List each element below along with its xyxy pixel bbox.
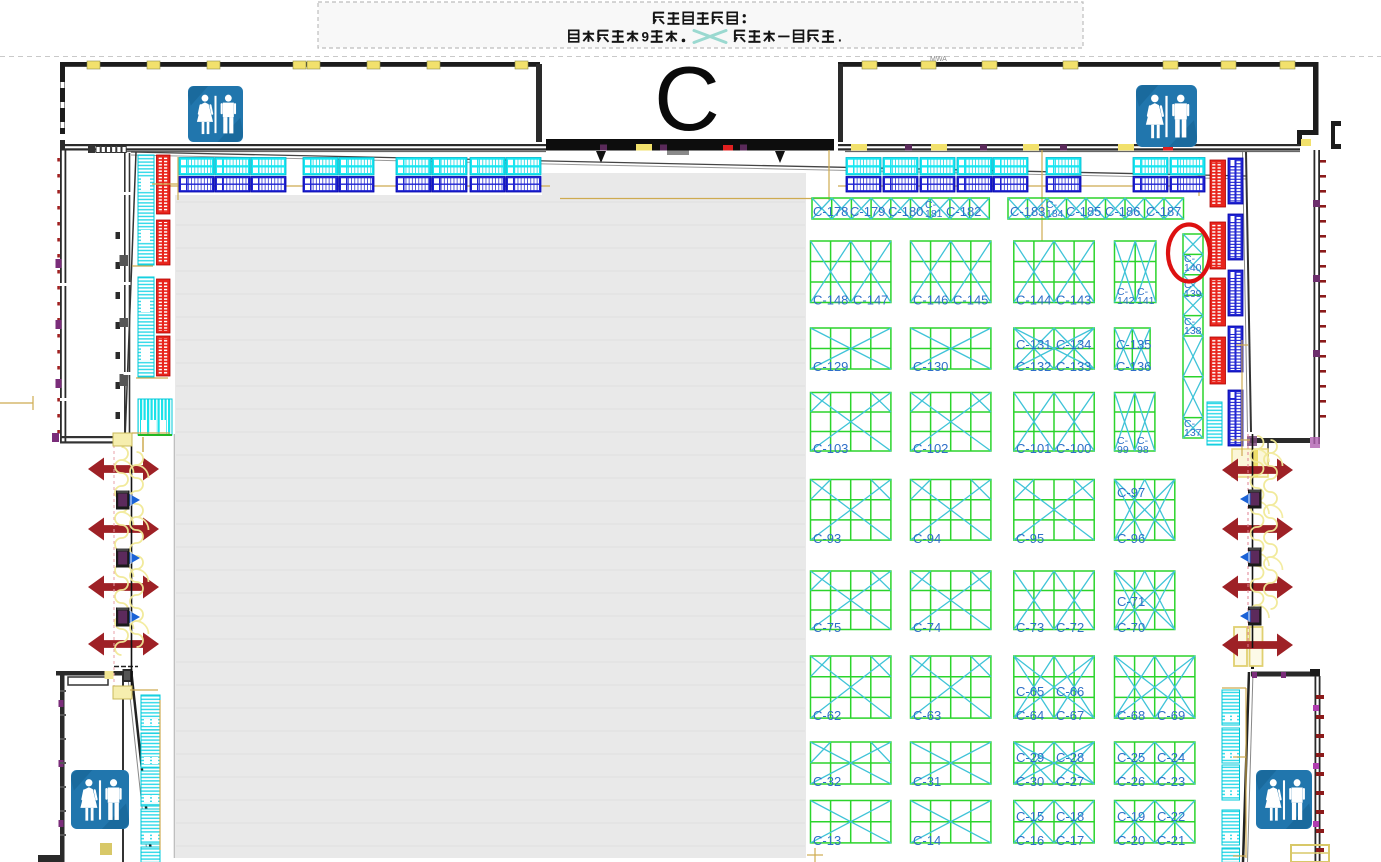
svg-text:181: 181: [925, 208, 943, 220]
svg-text:C-182: C-182: [946, 204, 981, 219]
svg-text:C-186: C-186: [1105, 204, 1140, 219]
svg-text:C-102: C-102: [913, 441, 948, 456]
svg-text:C-: C-: [1117, 435, 1129, 447]
svg-text:C-25: C-25: [1117, 750, 1145, 765]
svg-text:C-18: C-18: [1056, 809, 1084, 824]
svg-text:C-131: C-131: [1016, 337, 1051, 352]
svg-text:C-: C-: [1046, 199, 1058, 211]
svg-text:C-15: C-15: [1016, 809, 1044, 824]
svg-text:C-13: C-13: [813, 833, 841, 848]
svg-text:C-24: C-24: [1157, 750, 1185, 765]
svg-text:C-148: C-148: [813, 293, 848, 308]
svg-text:C-67: C-67: [1056, 708, 1084, 723]
svg-text:142: 142: [1117, 295, 1135, 307]
svg-text:C-27: C-27: [1056, 774, 1084, 789]
svg-text:C-69: C-69: [1157, 708, 1185, 723]
svg-text:C-22: C-22: [1157, 809, 1185, 824]
svg-text:C-21: C-21: [1157, 833, 1185, 848]
svg-text:141: 141: [1137, 295, 1155, 307]
svg-text:C-: C-: [1137, 435, 1149, 447]
svg-text:137: 137: [1184, 427, 1202, 439]
svg-text:98: 98: [1137, 444, 1149, 456]
svg-text:C-130: C-130: [913, 359, 948, 374]
svg-text:C-103: C-103: [813, 441, 848, 456]
svg-text:C-26: C-26: [1117, 774, 1145, 789]
svg-text:C-136: C-136: [1116, 359, 1151, 374]
svg-text:C-100: C-100: [1056, 441, 1091, 456]
svg-text:C-: C-: [1184, 279, 1196, 291]
svg-text:C-183: C-183: [1010, 204, 1045, 219]
svg-text:C-31: C-31: [913, 774, 941, 789]
svg-text:C-65: C-65: [1016, 684, 1044, 699]
svg-text:C-179: C-179: [850, 204, 885, 219]
svg-text:C-97: C-97: [1117, 485, 1145, 500]
svg-text:C-145: C-145: [953, 293, 988, 308]
svg-text:C-72: C-72: [1056, 620, 1084, 635]
svg-text:C-143: C-143: [1056, 293, 1091, 308]
svg-text:.: .: [838, 30, 842, 45]
svg-text:C-20: C-20: [1117, 833, 1145, 848]
svg-text:C-: C-: [1184, 418, 1196, 430]
svg-text:C-14: C-14: [913, 833, 941, 848]
svg-text:C-16: C-16: [1016, 833, 1044, 848]
svg-text:C-32: C-32: [813, 774, 841, 789]
svg-text:C-70: C-70: [1117, 620, 1145, 635]
svg-text:C-68: C-68: [1117, 708, 1145, 723]
svg-text:C-74: C-74: [913, 620, 941, 635]
svg-text:C-: C-: [1137, 286, 1149, 298]
svg-text:C-135: C-135: [1116, 337, 1151, 352]
svg-text:C-17: C-17: [1056, 833, 1084, 848]
svg-text:C-187: C-187: [1146, 204, 1181, 219]
svg-text:139: 139: [1184, 288, 1202, 300]
svg-text:C: C: [654, 49, 720, 150]
svg-text:C-71: C-71: [1117, 594, 1145, 609]
svg-text:184: 184: [1046, 208, 1064, 220]
svg-text:C-144: C-144: [1016, 293, 1051, 308]
svg-text:C-96: C-96: [1117, 531, 1145, 546]
svg-text:C-: C-: [1117, 286, 1129, 298]
svg-text:C-: C-: [925, 199, 937, 211]
svg-text:C-146: C-146: [913, 293, 948, 308]
svg-text:C-62: C-62: [813, 708, 841, 723]
svg-text:99: 99: [1117, 444, 1129, 456]
svg-text:9: 9: [642, 30, 650, 45]
svg-text:C-66: C-66: [1056, 684, 1084, 699]
svg-text:C-: C-: [1184, 316, 1196, 328]
svg-text:C-129: C-129: [813, 359, 848, 374]
svg-text:C-63: C-63: [913, 708, 941, 723]
svg-text:C-93: C-93: [813, 531, 841, 546]
svg-text:C-28: C-28: [1056, 750, 1084, 765]
svg-text:C-133: C-133: [1056, 359, 1091, 374]
svg-text:C-64: C-64: [1016, 708, 1044, 723]
svg-text:C-180: C-180: [888, 204, 923, 219]
svg-text:C-30: C-30: [1016, 774, 1044, 789]
svg-text:C-95: C-95: [1016, 531, 1044, 546]
svg-text:C-132: C-132: [1016, 359, 1051, 374]
svg-text:140: 140: [1184, 262, 1202, 274]
svg-text:C-134: C-134: [1056, 337, 1091, 352]
svg-text:MWA: MWA: [930, 56, 947, 63]
svg-text:C-75: C-75: [813, 620, 841, 635]
svg-text:C-: C-: [1184, 253, 1196, 265]
svg-text:C-94: C-94: [913, 531, 941, 546]
svg-text:C-178: C-178: [813, 204, 848, 219]
svg-text:C-185: C-185: [1066, 204, 1101, 219]
svg-text:C-29: C-29: [1016, 750, 1044, 765]
svg-text:C-73: C-73: [1016, 620, 1044, 635]
svg-text:C-23: C-23: [1157, 774, 1185, 789]
svg-text:C-19: C-19: [1117, 809, 1145, 824]
svg-text:C-147: C-147: [853, 293, 888, 308]
svg-text:138: 138: [1184, 325, 1202, 337]
svg-text:C-101: C-101: [1016, 441, 1051, 456]
